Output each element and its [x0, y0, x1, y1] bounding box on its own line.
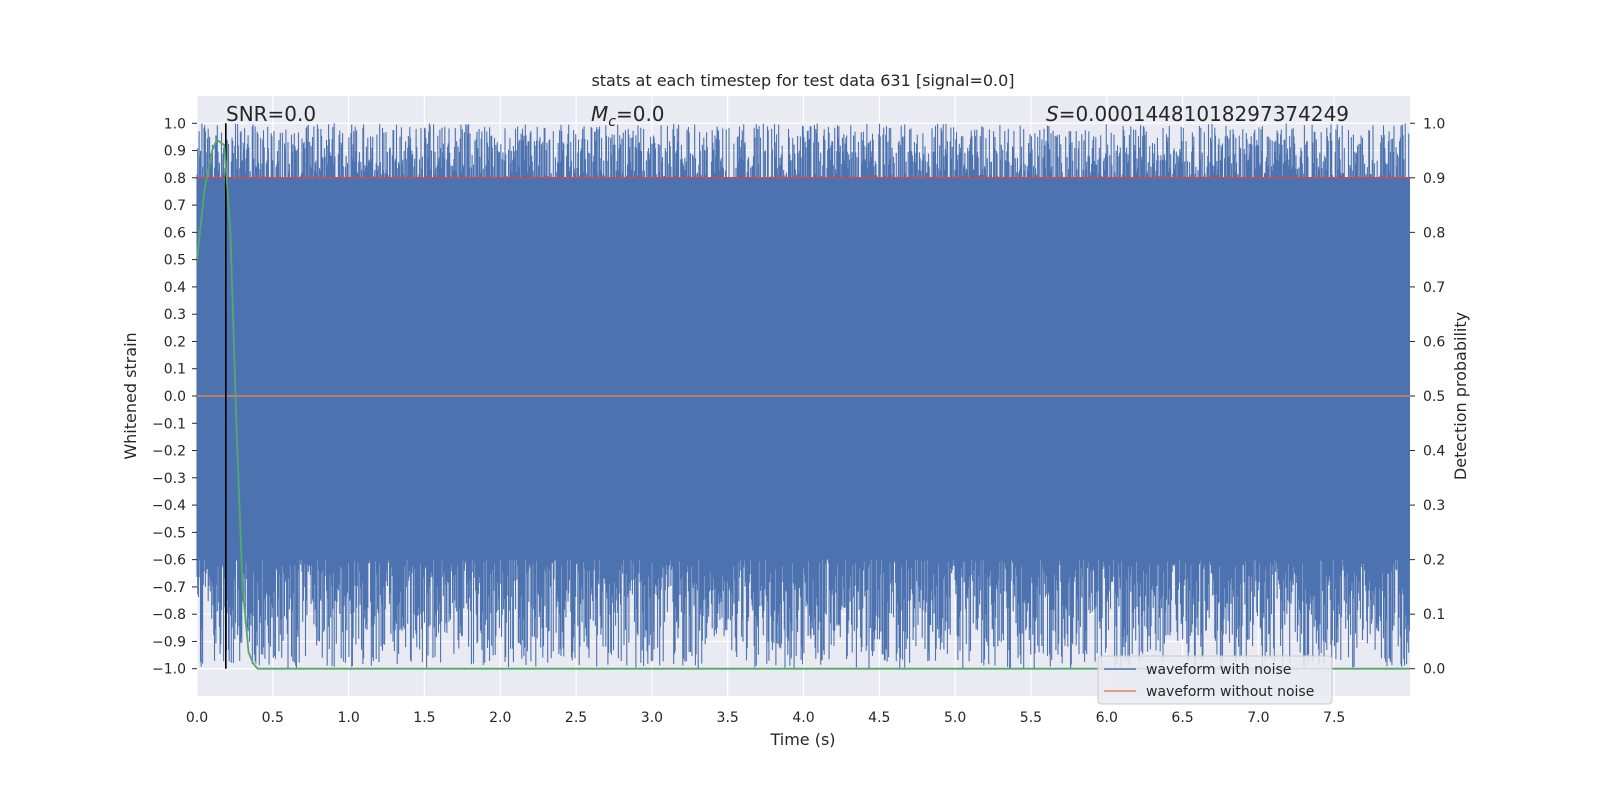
y-tick-label: −0.7	[152, 580, 186, 596]
y-right-tick-label: 0.8	[1423, 225, 1445, 241]
y-right-axis-label: Detection probability	[1451, 312, 1470, 480]
x-tick-label: 5.0	[944, 710, 966, 726]
s-value: =0.00014481018297374249	[1059, 102, 1349, 126]
x-axis-label: Time (s)	[769, 730, 835, 749]
y-tick-label: 0.7	[164, 198, 186, 214]
y-tick-label: −0.5	[152, 525, 186, 541]
y-tick-label: −0.8	[152, 607, 186, 623]
x-tick-label: 7.0	[1247, 710, 1269, 726]
y-tick-label: −1.0	[152, 662, 186, 678]
x-tick-label: 3.5	[717, 710, 739, 726]
y-right-tick-label: 0.9	[1423, 171, 1445, 187]
x-tick-label: 2.0	[489, 710, 511, 726]
y-right-tick-label: 0.5	[1423, 389, 1445, 405]
x-tick-label: 6.0	[1096, 710, 1118, 726]
mc-symbol: M	[591, 102, 608, 126]
y-tick-label: −0.9	[152, 634, 186, 650]
y-right-tick-label: 0.3	[1423, 498, 1445, 514]
ticks: 0.0 0.5 1.0 1.5 2.0 2.5 3.0 3.5 4.0 4.5 5.0 5.5 6.0 6…	[152, 116, 1445, 726]
y-tick-label: 1.0	[164, 116, 186, 132]
y-tick-label: −0.3	[152, 471, 186, 487]
y-tick-label: 0.1	[164, 362, 186, 378]
y-tick-label: 0.0	[164, 389, 186, 405]
y-right-tick-label: 0.7	[1423, 280, 1445, 296]
s-symbol: S	[1046, 102, 1059, 126]
x-tick-label: 6.5	[1171, 710, 1193, 726]
chart-title: stats at each timestep for test data 631…	[591, 71, 1014, 90]
x-tick-label: 4.5	[868, 710, 890, 726]
mc-annotation: Mc=0.0	[591, 102, 665, 130]
legend-label-noise: waveform with noise	[1146, 662, 1291, 678]
x-tick-label: 0.0	[186, 710, 208, 726]
y-right-tick-label: 0.1	[1423, 607, 1445, 623]
x-tick-label: 7.5	[1323, 710, 1345, 726]
y-tick-label: 0.2	[164, 334, 186, 350]
x-tick-label: 0.5	[262, 710, 284, 726]
x-tick-label: 2.5	[565, 710, 587, 726]
x-tick-label: 4.0	[792, 710, 814, 726]
legend-box	[1097, 655, 1333, 705]
x-tick-label: 5.5	[1020, 710, 1042, 726]
mc-subscript: c	[608, 114, 616, 130]
line-series	[196, 123, 1410, 670]
y-right-tick-label: 0.0	[1423, 662, 1445, 678]
y-axis-label: Whitened strain	[121, 332, 140, 459]
legend-label-clean: waveform without noise	[1146, 684, 1314, 700]
x-tick-label: 3.0	[641, 710, 663, 726]
y-tick-label: 0.8	[164, 171, 186, 187]
y-tick-label: 0.9	[164, 144, 186, 160]
x-tick-label: 1.5	[413, 710, 435, 726]
y-right-tick-label: 0.6	[1423, 334, 1445, 350]
snr-annotation: SNR=0.0	[226, 102, 316, 126]
probability-line	[196, 138, 1410, 670]
y-right-tick-label: 0.2	[1423, 553, 1445, 569]
y-tick-label: 0.3	[164, 307, 186, 323]
y-tick-label: 0.4	[164, 280, 186, 296]
s-annotation: S=0.00014481018297374249	[1046, 102, 1349, 126]
y-tick-label: −0.6	[152, 553, 186, 569]
y-tick-label: −0.1	[152, 416, 186, 432]
y-tick-label: 0.5	[164, 253, 186, 269]
y-tick-label: 0.6	[164, 225, 186, 241]
y-tick-label: −0.4	[152, 498, 186, 514]
y-right-tick-label: 1.0	[1423, 116, 1445, 132]
mc-value: =0.0	[616, 102, 665, 126]
y-right-tick-label: 0.4	[1423, 444, 1445, 460]
noise-trace	[196, 123, 1410, 669]
legend: waveform with noise waveform without noi…	[1097, 655, 1333, 705]
x-tick-label: 1.0	[337, 710, 359, 726]
noise-series	[196, 123, 1410, 669]
y-tick-label: −0.2	[152, 444, 186, 460]
